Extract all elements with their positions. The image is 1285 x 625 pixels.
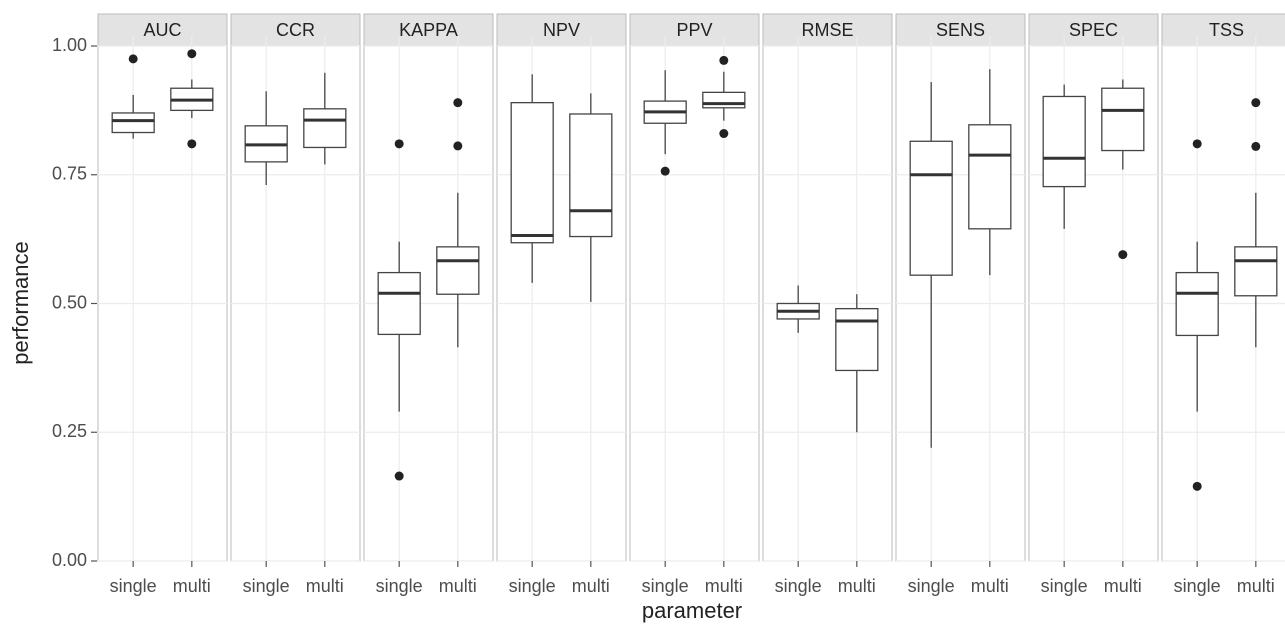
outlier <box>719 129 729 139</box>
outlier <box>719 55 729 65</box>
x-tick-label: multi <box>1237 576 1275 596</box>
box <box>1042 95 1086 188</box>
x-tick-label: multi <box>838 576 876 596</box>
outlier <box>1251 141 1261 151</box>
x-tick-label: single <box>243 576 290 596</box>
x-tick-label: multi <box>1104 576 1142 596</box>
outlier <box>1118 250 1128 260</box>
box <box>377 271 421 336</box>
panel <box>895 35 1026 562</box>
x-tick-label: single <box>110 576 157 596</box>
strip <box>1028 13 1159 47</box>
box <box>510 102 554 244</box>
box <box>1234 246 1278 297</box>
outlier <box>453 141 463 151</box>
box <box>1101 87 1145 152</box>
outlier <box>394 471 404 481</box>
box <box>111 112 155 134</box>
box <box>968 124 1012 230</box>
x-tick-label: single <box>642 576 689 596</box>
y-tick-label: 0.00 <box>52 550 87 570</box>
x-tick-label: multi <box>439 576 477 596</box>
x-tick-label: single <box>1174 576 1221 596</box>
box <box>436 246 480 295</box>
strip-label: AUC <box>143 20 181 40</box>
x-tick-label: multi <box>971 576 1009 596</box>
strip-label: PPV <box>676 20 712 40</box>
strip-label: SENS <box>936 20 985 40</box>
outlier <box>187 139 197 149</box>
strip <box>1161 13 1285 47</box>
box <box>303 108 347 149</box>
box <box>909 140 953 276</box>
x-tick-label: single <box>908 576 955 596</box>
x-tick-label: multi <box>173 576 211 596</box>
y-tick-label: 0.50 <box>52 292 87 312</box>
box <box>702 91 746 109</box>
box <box>835 307 879 372</box>
strip <box>629 13 760 47</box>
strip-label: SPEC <box>1069 20 1118 40</box>
outlier <box>1251 98 1261 108</box>
x-tick-label: single <box>376 576 423 596</box>
y-tick-label: 0.25 <box>52 421 87 441</box>
x-tick-label: multi <box>705 576 743 596</box>
strip-label: NPV <box>543 20 580 40</box>
outlier <box>128 54 138 64</box>
x-tick-label: multi <box>306 576 344 596</box>
strip <box>230 13 361 47</box>
strip <box>895 13 1026 47</box>
y-tick-label: 1.00 <box>52 35 87 55</box>
strip-label: CCR <box>276 20 315 40</box>
strip-label: KAPPA <box>399 20 458 40</box>
outlier <box>1192 139 1202 149</box>
outlier <box>394 139 404 149</box>
box <box>569 113 613 238</box>
x-tick-label: single <box>509 576 556 596</box>
y-axis-label: performance <box>8 241 33 365</box>
y-tick-label: 0.75 <box>52 164 87 184</box>
outlier <box>453 98 463 108</box>
x-tick-label: single <box>775 576 822 596</box>
strip-label: TSS <box>1209 20 1244 40</box>
outlier <box>187 49 197 59</box>
x-axis-label: parameter <box>642 598 742 623</box>
outlier <box>660 166 670 176</box>
panel <box>762 35 893 562</box>
x-tick-label: multi <box>572 576 610 596</box>
box <box>1175 271 1219 337</box>
strip-label: RMSE <box>801 20 853 40</box>
outlier <box>1192 481 1202 491</box>
x-tick-label: single <box>1041 576 1088 596</box>
